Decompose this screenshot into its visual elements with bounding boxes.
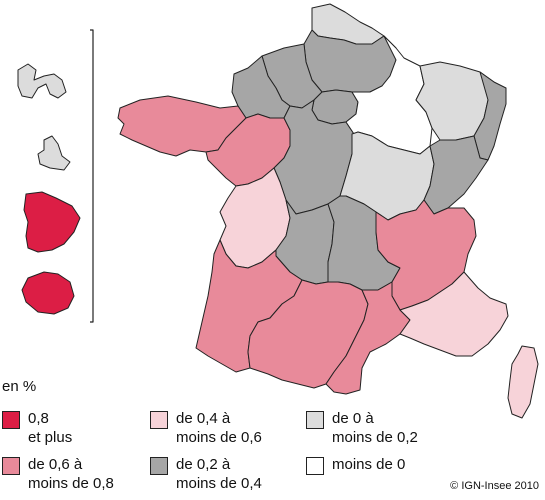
- legend-item-class-6: moins de 0: [306, 455, 405, 475]
- region-guyane: [23, 191, 81, 253]
- legend-label: 0,8 et plus: [28, 410, 73, 446]
- legend-swatch: [2, 457, 20, 475]
- region-franche-comte: [423, 135, 489, 215]
- legend-item-class-3: de 0,4 à moins de 0,6: [150, 409, 262, 447]
- legend-swatch: [306, 457, 324, 475]
- region-languedoc-roussillon: [325, 281, 411, 395]
- legend-swatch: [306, 411, 324, 429]
- region-midi-pyrenees: [247, 279, 369, 389]
- legend-label: moins de 0: [332, 456, 406, 473]
- region-reunion: [21, 271, 75, 315]
- legend-item-class-5: de 0 à moins de 0,2: [306, 409, 418, 447]
- legend-item-class-1: 0,8 et plus: [2, 409, 72, 447]
- region-guadeloupe: [17, 63, 67, 99]
- overseas-inset-frame: [90, 29, 94, 323]
- legend-swatch: [2, 411, 20, 429]
- region-alsace: [473, 71, 507, 161]
- region-corse: [507, 345, 539, 419]
- region-martinique: [37, 135, 71, 171]
- legend-label: de 0,4 à moins de 0,6: [176, 410, 262, 446]
- legend-swatch: [150, 457, 168, 475]
- legend-label: de 0 à moins de 0,2: [332, 410, 418, 446]
- region-provence-alpes-cote-d-azur: [399, 271, 509, 357]
- legend-item-class-2: de 0,6 à moins de 0,8: [2, 455, 114, 493]
- legend-label: de 0,6 à moins de 0,8: [28, 456, 114, 492]
- legend-unit: en %: [2, 378, 37, 395]
- legend-item-class-4: de 0,2 à moins de 0,4: [150, 455, 262, 493]
- source-credit: © IGN-Insee 2010: [450, 480, 539, 492]
- legend-label: de 0,2 à moins de 0,4: [176, 456, 262, 492]
- legend-swatch: [150, 411, 168, 429]
